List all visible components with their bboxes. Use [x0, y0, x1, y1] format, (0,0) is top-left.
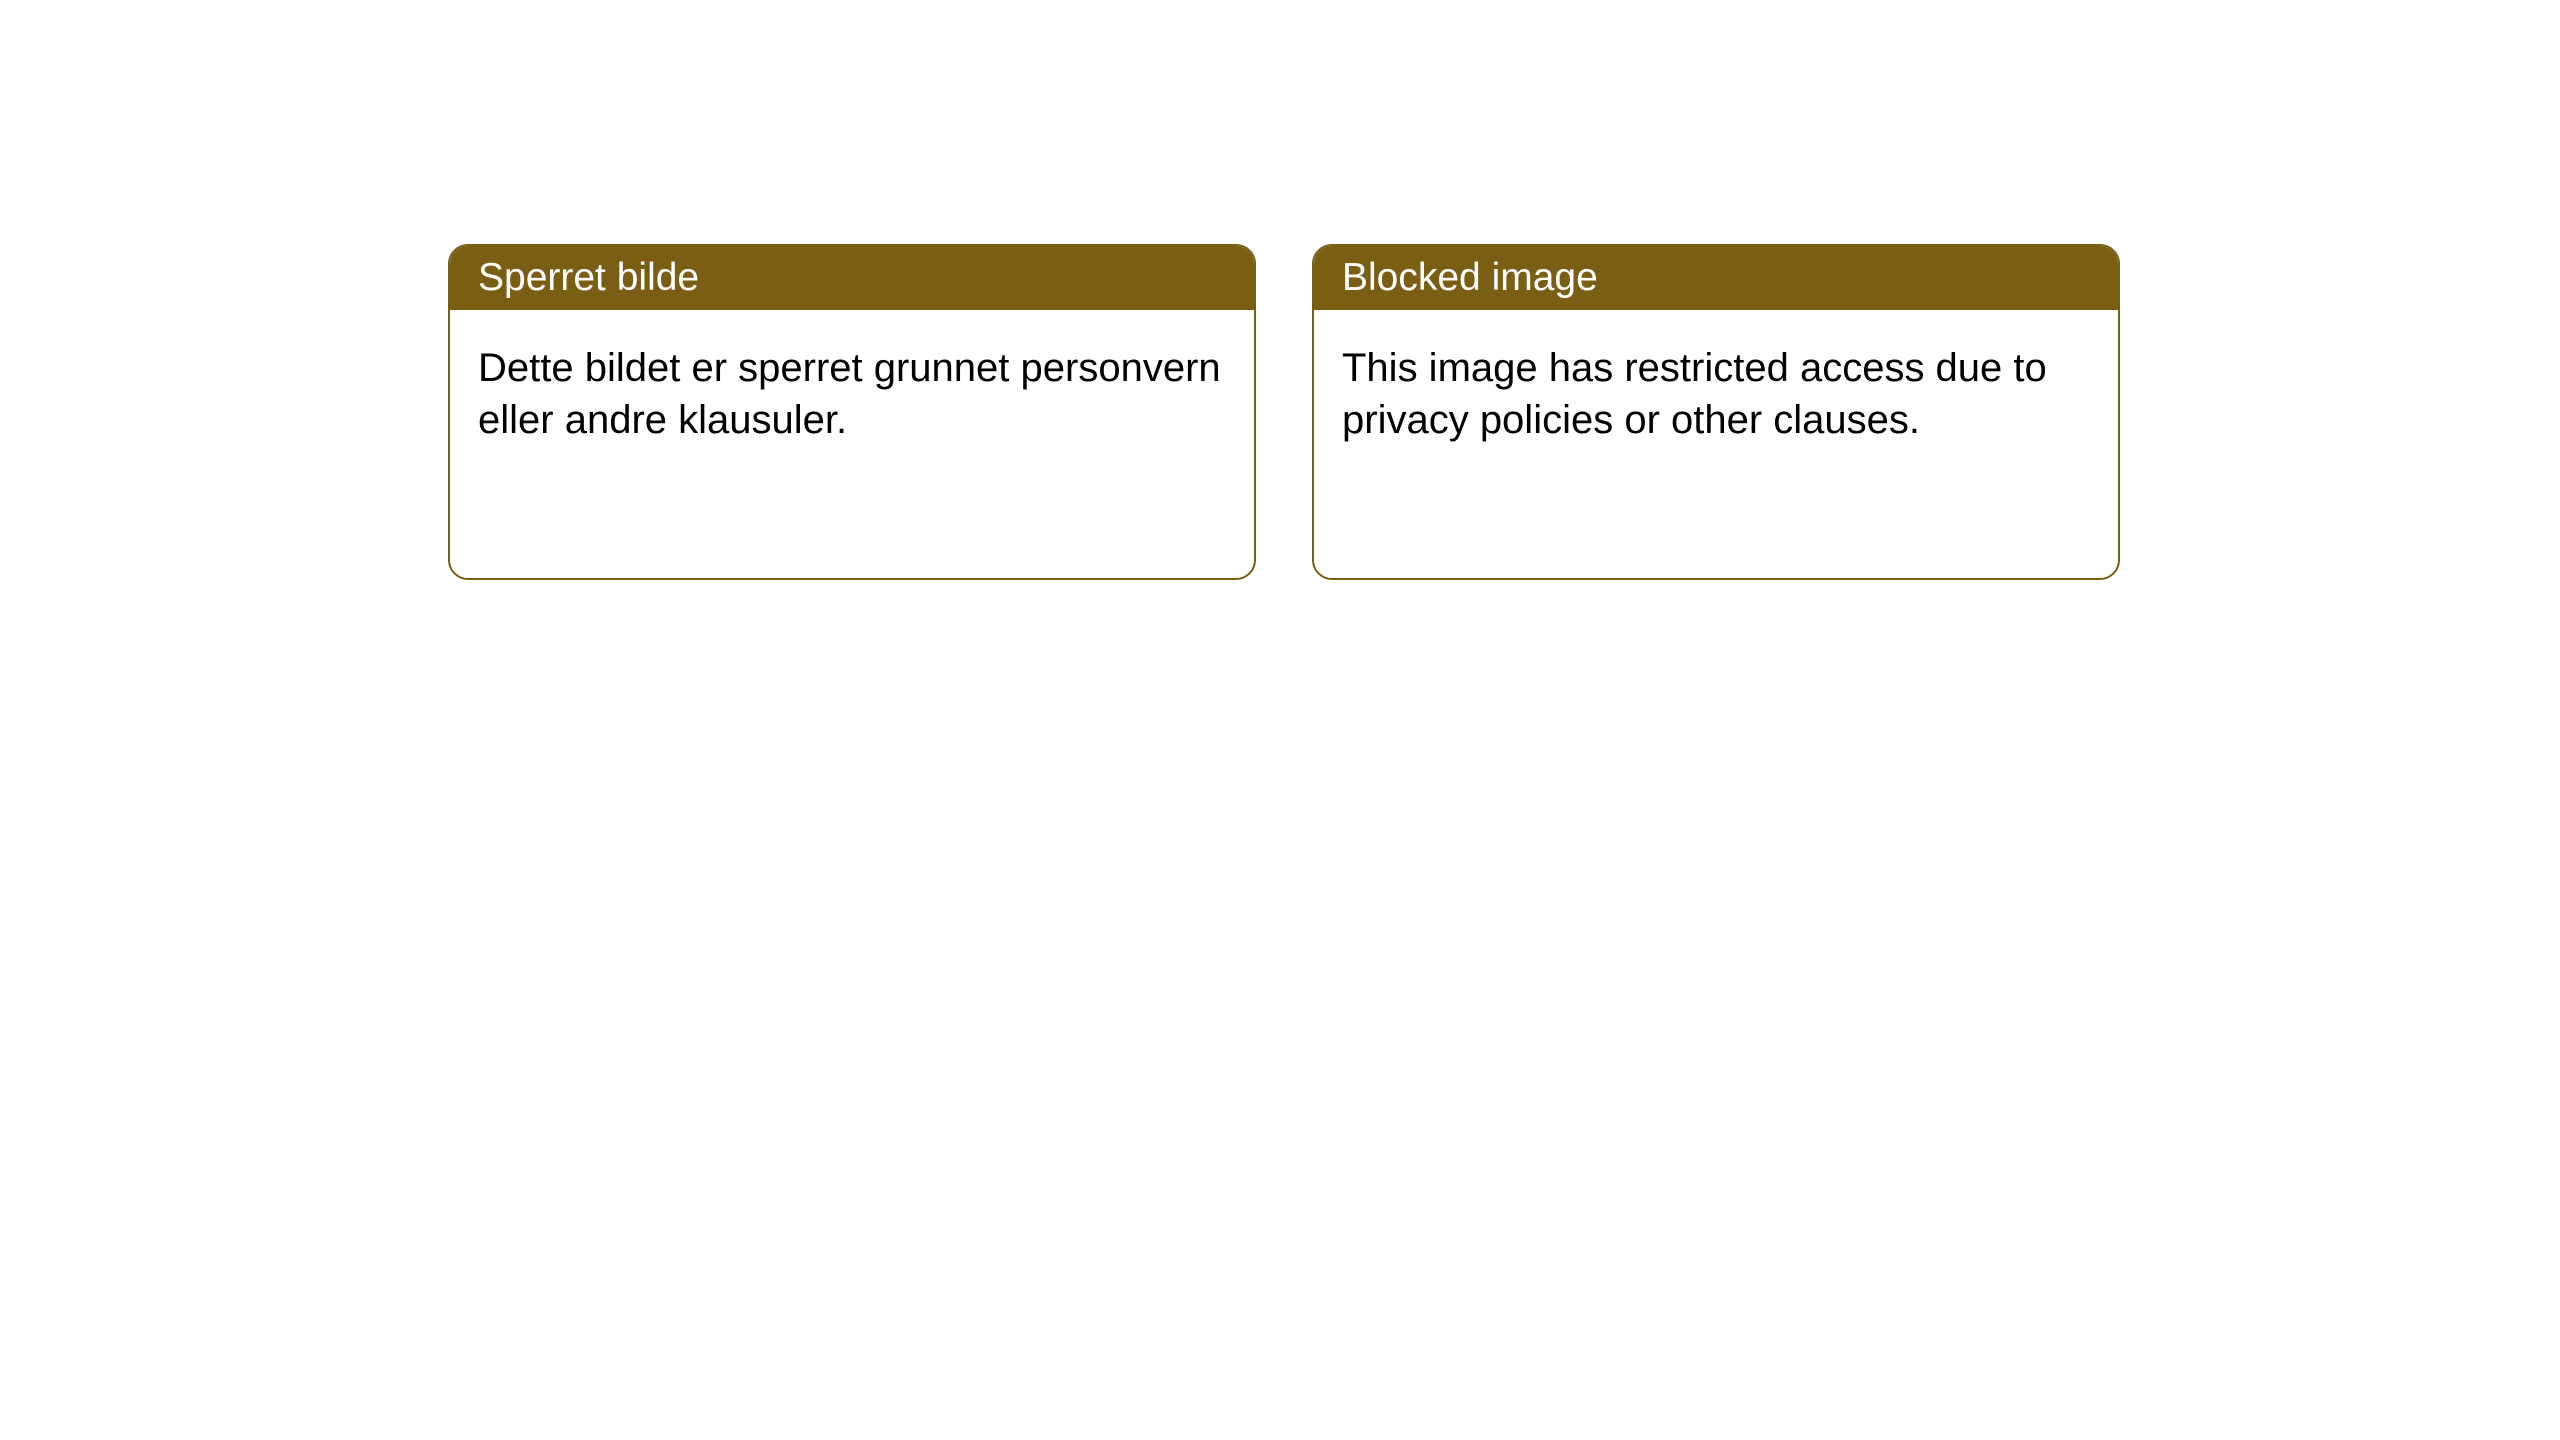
cards-container: Sperret bilde Dette bildet er sperret gr…	[0, 0, 2560, 580]
card-header: Blocked image	[1314, 246, 2118, 310]
card-body: This image has restricted access due to …	[1314, 310, 2118, 478]
card-header: Sperret bilde	[450, 246, 1254, 310]
card-body: Dette bildet er sperret grunnet personve…	[450, 310, 1254, 478]
blocked-image-card-no: Sperret bilde Dette bildet er sperret gr…	[448, 244, 1256, 580]
blocked-image-card-en: Blocked image This image has restricted …	[1312, 244, 2120, 580]
